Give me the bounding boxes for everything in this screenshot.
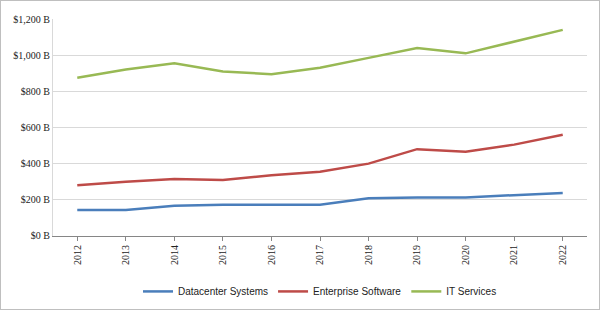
svg-text:2013: 2013 [120, 245, 131, 265]
svg-text:IT Services: IT Services [446, 286, 496, 297]
svg-text:Enterprise Software: Enterprise Software [313, 286, 401, 297]
svg-text:2018: 2018 [363, 245, 374, 265]
svg-text:$800 B: $800 B [21, 86, 51, 97]
svg-text:2012: 2012 [72, 245, 83, 265]
svg-text:2021: 2021 [508, 245, 519, 265]
svg-text:2016: 2016 [266, 245, 277, 265]
svg-text:2020: 2020 [460, 245, 471, 265]
svg-text:$600 B: $600 B [21, 122, 51, 133]
svg-text:$1,000 B: $1,000 B [13, 50, 50, 61]
svg-text:2019: 2019 [411, 245, 422, 265]
svg-text:$400 B: $400 B [21, 158, 51, 169]
svg-text:2017: 2017 [314, 245, 325, 265]
svg-text:$1,200 B: $1,200 B [13, 14, 50, 25]
svg-text:Datacenter Systems: Datacenter Systems [178, 286, 268, 297]
svg-text:2022: 2022 [557, 245, 568, 265]
svg-text:2015: 2015 [217, 245, 228, 265]
svg-text:2014: 2014 [169, 245, 180, 265]
svg-text:$200 B: $200 B [21, 194, 51, 205]
svg-text:$0 B: $0 B [31, 230, 51, 241]
